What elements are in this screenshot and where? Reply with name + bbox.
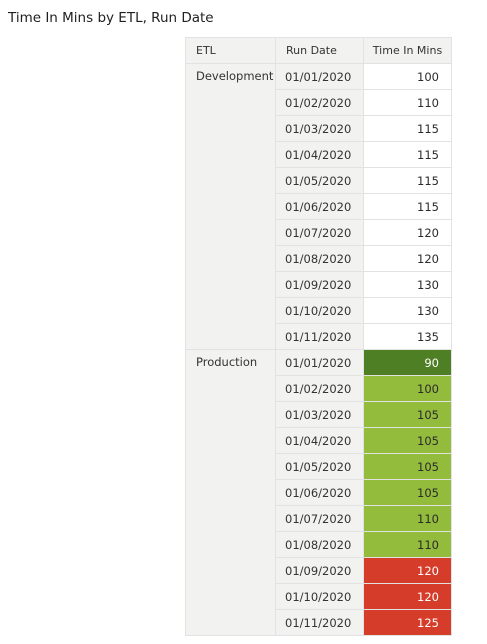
table-row: 01/11/2020 125	[186, 609, 452, 636]
etl-group-cell[interactable]: Development	[185, 63, 276, 350]
table-row: 01/09/2020 120	[186, 557, 452, 584]
table-row: 01/06/2020 115	[186, 193, 452, 220]
run-date-cell[interactable]: 01/01/2020	[275, 349, 364, 376]
run-date-cell[interactable]: 01/07/2020	[275, 219, 364, 246]
run-date-cell[interactable]: 01/11/2020	[275, 323, 364, 350]
run-date-cell[interactable]: 01/06/2020	[275, 193, 364, 220]
run-date-cell[interactable]: 01/01/2020	[275, 63, 364, 90]
etl-group-cell[interactable]: Production	[185, 349, 276, 636]
time-in-mins-cell[interactable]: 120	[363, 583, 452, 610]
time-in-mins-cell[interactable]: 130	[363, 271, 452, 298]
time-in-mins-cell[interactable]: 130	[363, 297, 452, 324]
report-title: Time In Mins by ETL, Run Date	[8, 10, 214, 26]
run-date-cell[interactable]: 01/04/2020	[275, 141, 364, 168]
table-row: 01/07/2020 120	[186, 219, 452, 246]
table-row: 01/03/2020 105	[186, 401, 452, 428]
run-date-cell[interactable]: 01/09/2020	[275, 271, 364, 298]
table-row: 01/08/2020 110	[186, 531, 452, 558]
time-in-mins-cell[interactable]: 120	[363, 245, 452, 272]
run-date-cell[interactable]: 01/10/2020	[275, 583, 364, 610]
column-header-run-date[interactable]: Run Date	[275, 37, 364, 64]
column-header-time-in-mins[interactable]: Time In Mins	[363, 37, 452, 64]
time-in-mins-cell[interactable]: 105	[363, 401, 452, 428]
table-row: 01/05/2020 115	[186, 167, 452, 194]
time-in-mins-cell[interactable]: 120	[363, 219, 452, 246]
time-in-mins-cell[interactable]: 105	[363, 453, 452, 480]
time-in-mins-cell[interactable]: 115	[363, 141, 452, 168]
run-date-cell[interactable]: 01/02/2020	[275, 89, 364, 116]
run-date-cell[interactable]: 01/05/2020	[275, 453, 364, 480]
table-row: 01/10/2020 120	[186, 583, 452, 610]
time-in-mins-cell[interactable]: 115	[363, 167, 452, 194]
table-row: 01/04/2020 115	[186, 141, 452, 168]
time-in-mins-cell[interactable]: 105	[363, 479, 452, 506]
time-in-mins-cell[interactable]: 110	[363, 505, 452, 532]
run-date-cell[interactable]: 01/07/2020	[275, 505, 364, 532]
table-row: 01/11/2020 135	[186, 323, 452, 350]
table-body: Development 01/01/2020 100 01/02/2020 110 01/…	[185, 63, 452, 636]
column-header-etl[interactable]: ETL	[185, 37, 276, 64]
run-date-cell[interactable]: 01/10/2020	[275, 297, 364, 324]
time-in-mins-cell[interactable]: 105	[363, 427, 452, 454]
time-in-mins-cell[interactable]: 90	[363, 349, 452, 376]
run-date-cell[interactable]: 01/09/2020	[275, 557, 364, 584]
table-row: 01/02/2020 100	[186, 375, 452, 402]
header-row: ETL Run Date Time In Mins	[185, 37, 452, 64]
table-row: Development 01/01/2020 100	[185, 63, 452, 350]
table-row: Production 01/01/2020 90	[185, 349, 452, 636]
run-date-cell[interactable]: 01/06/2020	[275, 479, 364, 506]
time-in-mins-cell[interactable]: 100	[363, 375, 452, 402]
time-in-mins-cell[interactable]: 110	[363, 531, 452, 558]
time-in-mins-cell[interactable]: 115	[363, 115, 452, 142]
time-in-mins-cell[interactable]: 120	[363, 557, 452, 584]
run-date-cell[interactable]: 01/08/2020	[275, 531, 364, 558]
table-row: 01/02/2020 110	[186, 89, 452, 116]
table-row: 01/08/2020 120	[186, 245, 452, 272]
time-in-mins-cell[interactable]: 115	[363, 193, 452, 220]
time-in-mins-cell[interactable]: 100	[363, 63, 452, 90]
pivot-table: ETL Run Date Time In Mins Development 01/…	[185, 37, 452, 636]
run-date-cell[interactable]: 01/02/2020	[275, 375, 364, 402]
table-row: 01/06/2020 105	[186, 479, 452, 506]
table-row: 01/07/2020 110	[186, 505, 452, 532]
run-date-cell[interactable]: 01/08/2020	[275, 245, 364, 272]
run-date-cell[interactable]: 01/05/2020	[275, 167, 364, 194]
time-in-mins-cell[interactable]: 125	[363, 609, 452, 636]
time-in-mins-cell[interactable]: 135	[363, 323, 452, 350]
table-row: 01/04/2020 105	[186, 427, 452, 454]
run-date-cell[interactable]: 01/03/2020	[275, 115, 364, 142]
time-in-mins-cell[interactable]: 110	[363, 89, 452, 116]
run-date-cell[interactable]: 01/03/2020	[275, 401, 364, 428]
run-date-cell[interactable]: 01/11/2020	[275, 609, 364, 636]
run-date-cell[interactable]: 01/04/2020	[275, 427, 364, 454]
table-row: 01/09/2020 130	[186, 271, 452, 298]
